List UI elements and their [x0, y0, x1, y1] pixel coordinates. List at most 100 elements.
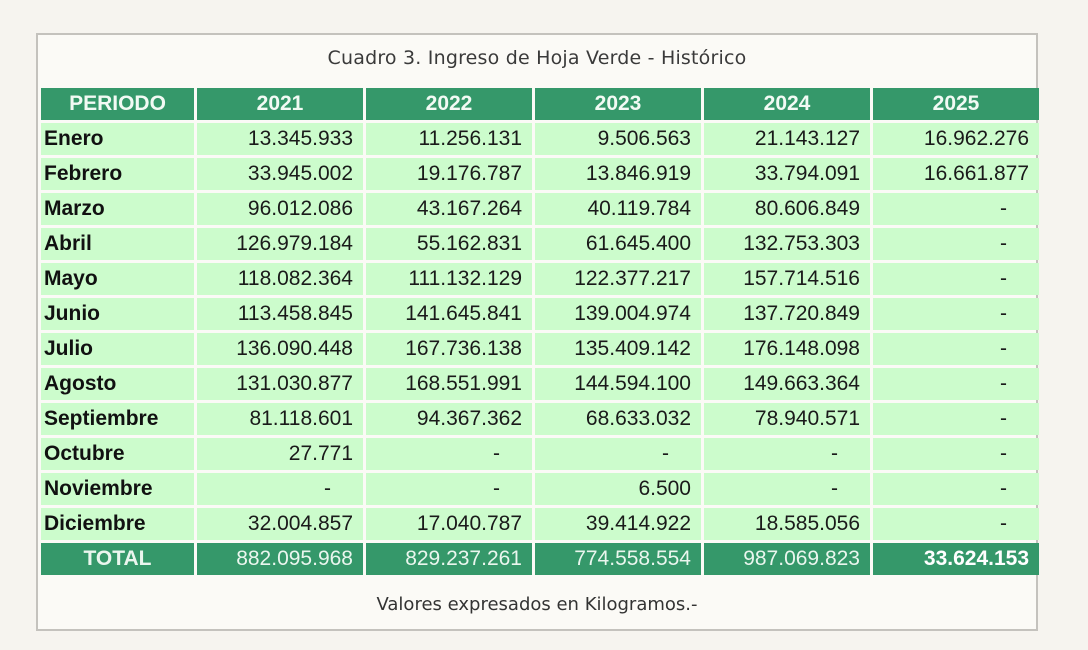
month-label: Agosto — [41, 368, 194, 400]
header-2025: 2025 — [873, 88, 1039, 120]
month-label: Febrero — [41, 158, 194, 190]
table-row: Abril 126.979.184 55.162.831 61.645.400 132.… — [41, 228, 1039, 260]
units-footnote: Valores expresados en Kilogramos.- — [376, 594, 698, 615]
month-label: Diciembre — [41, 508, 194, 540]
value-cell-2023: 6.500 — [535, 473, 701, 505]
month-label: Julio — [41, 333, 194, 365]
value-cell-2024: 149.663.364 — [704, 368, 870, 400]
table-row: Julio 136.090.448 167.736.138 135.409.142 17… — [41, 333, 1039, 365]
value-cell-2025: - — [873, 473, 1039, 505]
value-cell-2024: 80.606.849 — [704, 193, 870, 225]
value-cell-2024: - — [704, 473, 870, 505]
value-cell-2021: 13.345.933 — [197, 123, 363, 155]
total-2025: 33.624.153 — [873, 543, 1039, 575]
table-frame: Cuadro 3. Ingreso de Hoja Verde - Histór… — [36, 33, 1039, 631]
value-cell-2021: 118.082.364 — [197, 263, 363, 295]
month-label: Junio — [41, 298, 194, 330]
value-cell-2025: - — [873, 368, 1039, 400]
header-2024: 2024 — [704, 88, 870, 120]
value-cell-2023: 61.645.400 — [535, 228, 701, 260]
value-cell-2023: - — [535, 438, 701, 470]
table-row: Marzo 96.012.086 43.167.264 40.119.784 80.60… — [41, 193, 1039, 225]
value-cell-2024: 18.585.056 — [704, 508, 870, 540]
month-label: Octubre — [41, 438, 194, 470]
value-cell-2025: - — [873, 263, 1039, 295]
value-cell-2024: 21.143.127 — [704, 123, 870, 155]
value-cell-2021: 126.979.184 — [197, 228, 363, 260]
value-cell-2025: - — [873, 403, 1039, 435]
month-label: Septiembre — [41, 403, 194, 435]
value-cell-2025: - — [873, 438, 1039, 470]
value-cell-2021: 32.004.857 — [197, 508, 363, 540]
total-row: TOTAL 882.095.968 829.237.261 774.558.55… — [41, 543, 1039, 575]
month-label: Abril — [41, 228, 194, 260]
value-cell-2025: - — [873, 333, 1039, 365]
value-cell-2023: 68.633.032 — [535, 403, 701, 435]
harvest-table: PERIODO 2021 2022 2023 2024 2025 Enero 13… — [38, 85, 1042, 578]
value-cell-2022: 55.162.831 — [366, 228, 532, 260]
value-cell-2023: 144.594.100 — [535, 368, 701, 400]
value-cell-2022: 141.645.841 — [366, 298, 532, 330]
value-cell-2021: 33.945.002 — [197, 158, 363, 190]
value-cell-2025: 16.661.877 — [873, 158, 1039, 190]
value-cell-2022: 168.551.991 — [366, 368, 532, 400]
value-cell-2022: - — [366, 438, 532, 470]
table-row: Septiembre 81.118.601 94.367.362 68.633.032… — [41, 403, 1039, 435]
value-cell-2021: 131.030.877 — [197, 368, 363, 400]
value-cell-2022: 19.176.787 — [366, 158, 532, 190]
value-cell-2022: - — [366, 473, 532, 505]
value-cell-2023: 13.846.919 — [535, 158, 701, 190]
value-cell-2023: 135.409.142 — [535, 333, 701, 365]
table-row: Diciembre 32.004.857 17.040.787 39.414.922 1… — [41, 508, 1039, 540]
value-cell-2022: 11.256.131 — [366, 123, 532, 155]
table-caption: Cuadro 3. Ingreso de Hoja Verde - Histór… — [327, 47, 747, 69]
total-2024: 987.069.823 — [704, 543, 870, 575]
header-row: PERIODO 2021 2022 2023 2024 2025 — [41, 88, 1039, 120]
value-cell-2024: 132.753.303 — [704, 228, 870, 260]
value-cell-2024: 176.148.098 — [704, 333, 870, 365]
total-2021: 882.095.968 — [197, 543, 363, 575]
table-row: Febrero 33.945.002 19.176.787 13.846.919 33.… — [41, 158, 1039, 190]
month-label: Noviembre — [41, 473, 194, 505]
header-2022: 2022 — [366, 88, 532, 120]
table-row: Mayo 118.082.364 111.132.129 122.377.217 157… — [41, 263, 1039, 295]
value-cell-2025: - — [873, 193, 1039, 225]
value-cell-2023: 40.119.784 — [535, 193, 701, 225]
header-periodo: PERIODO — [41, 88, 194, 120]
value-cell-2022: 111.132.129 — [366, 263, 532, 295]
table-row: Enero 13.345.933 11.256.131 9.506.563 21.143… — [41, 123, 1039, 155]
value-cell-2021: 113.458.845 — [197, 298, 363, 330]
month-label: Marzo — [41, 193, 194, 225]
value-cell-2024: 137.720.849 — [704, 298, 870, 330]
value-cell-2022: 43.167.264 — [366, 193, 532, 225]
table-row: Agosto 131.030.877 168.551.991 144.594.100 1… — [41, 368, 1039, 400]
table-row: Octubre 27.771- - - - — [41, 438, 1039, 470]
table-row: Noviembre - -6.500- - — [41, 473, 1039, 505]
value-cell-2021: 27.771 — [197, 438, 363, 470]
total-2023: 774.558.554 — [535, 543, 701, 575]
value-cell-2025: - — [873, 508, 1039, 540]
value-cell-2025: - — [873, 298, 1039, 330]
value-cell-2022: 167.736.138 — [366, 333, 532, 365]
value-cell-2021: - — [197, 473, 363, 505]
value-cell-2024: 157.714.516 — [704, 263, 870, 295]
value-cell-2023: 139.004.974 — [535, 298, 701, 330]
value-cell-2025: - — [873, 228, 1039, 260]
value-cell-2021: 81.118.601 — [197, 403, 363, 435]
value-cell-2025: 16.962.276 — [873, 123, 1039, 155]
value-cell-2024: - — [704, 438, 870, 470]
total-label: TOTAL — [41, 543, 194, 575]
value-cell-2022: 94.367.362 — [366, 403, 532, 435]
value-cell-2023: 39.414.922 — [535, 508, 701, 540]
value-cell-2024: 33.794.091 — [704, 158, 870, 190]
table-row: Junio 113.458.845 141.645.841 139.004.974 13… — [41, 298, 1039, 330]
value-cell-2022: 17.040.787 — [366, 508, 532, 540]
total-2022: 829.237.261 — [366, 543, 532, 575]
header-2021: 2021 — [197, 88, 363, 120]
header-2023: 2023 — [535, 88, 701, 120]
month-label: Mayo — [41, 263, 194, 295]
month-label: Enero — [41, 123, 194, 155]
value-cell-2024: 78.940.571 — [704, 403, 870, 435]
value-cell-2021: 96.012.086 — [197, 193, 363, 225]
value-cell-2023: 9.506.563 — [535, 123, 701, 155]
